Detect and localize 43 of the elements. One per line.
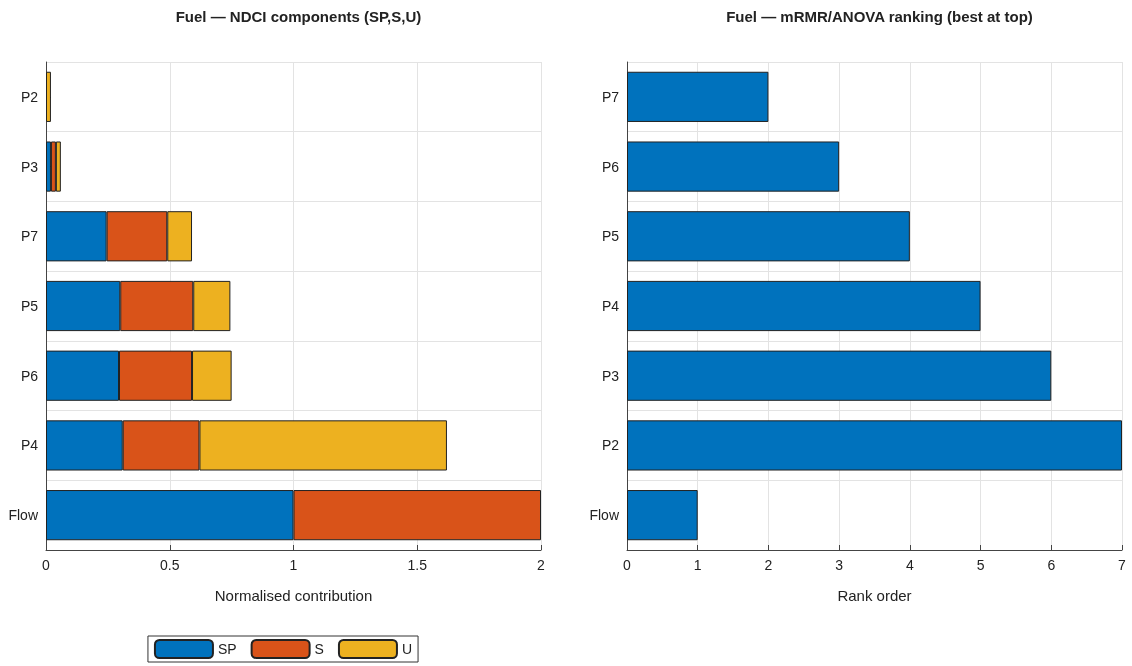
y-tick-label: P3 — [601, 367, 620, 384]
x-tick-label: 1 — [289, 557, 298, 573]
x-tick-label: 0 — [623, 557, 632, 573]
x-tick-label: 2 — [764, 557, 773, 573]
x-tick-label: 1 — [693, 557, 702, 573]
bar — [627, 71, 769, 122]
x-tick-label: 1.5 — [407, 557, 428, 573]
bar — [627, 350, 1052, 401]
chart-title: Fuel — NDCI components (SP,S,U) — [175, 8, 422, 25]
x-tick-label: 6 — [1047, 557, 1056, 573]
x-tick-label: 3 — [835, 557, 844, 573]
bar — [627, 420, 1122, 471]
y-tick-label: P6 — [20, 367, 39, 384]
y-tick-label: P7 — [20, 228, 39, 245]
bar — [627, 141, 840, 192]
x-tick-label: 0.5 — [160, 557, 180, 573]
y-tick-label: P2 — [20, 88, 39, 105]
y-tick-label: Flow — [589, 507, 620, 524]
x-tick-label: 5 — [976, 557, 985, 573]
bar — [46, 71, 51, 122]
chart-title: Fuel — mRMR/ANOVA ranking (best at top) — [726, 8, 1033, 25]
x-tick-label: 0 — [42, 557, 51, 573]
y-tick-label: P2 — [601, 437, 620, 454]
bar — [627, 280, 981, 332]
y-tick-label: P6 — [601, 158, 620, 175]
y-tick-label: P5 — [20, 298, 39, 314]
bar — [627, 211, 910, 262]
x-tick-label: 2 — [537, 557, 546, 573]
y-tick-label: P5 — [601, 228, 620, 245]
legend-label: SP — [217, 641, 237, 657]
y-tick-label: P7 — [601, 88, 620, 105]
legend-label: U — [401, 641, 413, 657]
legend-label: S — [314, 641, 324, 657]
bar — [627, 490, 698, 541]
x-tick-label: 7 — [1118, 557, 1127, 573]
x-axis-title: Normalised contribution — [214, 587, 373, 604]
y-tick-label: P4 — [601, 298, 620, 314]
y-tick-label: Flow — [8, 507, 39, 524]
y-tick-label: P4 — [20, 437, 39, 454]
x-axis-title: Rank order — [837, 587, 912, 604]
bar — [55, 141, 61, 192]
y-tick-label: P3 — [20, 158, 39, 175]
x-tick-label: 4 — [905, 557, 914, 573]
